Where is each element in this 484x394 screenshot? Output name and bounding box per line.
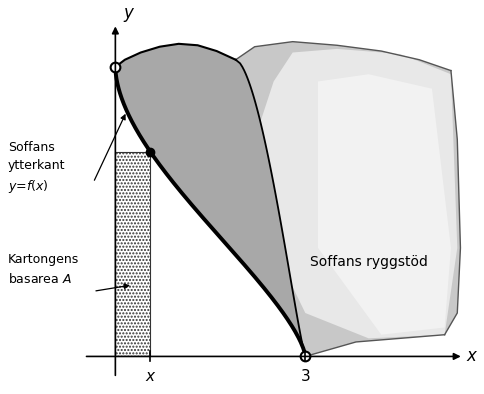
Text: Soffans ryggstöd: Soffans ryggstöd [310, 255, 427, 269]
Text: x: x [146, 370, 155, 385]
Text: Kartongens
basarea $A$: Kartongens basarea $A$ [8, 253, 79, 286]
Bar [115, 152, 150, 357]
Polygon shape [236, 42, 460, 357]
Text: x: x [467, 348, 477, 365]
Polygon shape [115, 44, 305, 357]
Text: 3: 3 [301, 370, 310, 385]
Text: Soffans
ytterkant
$y$=$f$($x$): Soffans ytterkant $y$=$f$($x$) [8, 141, 65, 195]
Polygon shape [318, 74, 451, 335]
Polygon shape [255, 49, 457, 338]
Text: y: y [123, 4, 133, 22]
